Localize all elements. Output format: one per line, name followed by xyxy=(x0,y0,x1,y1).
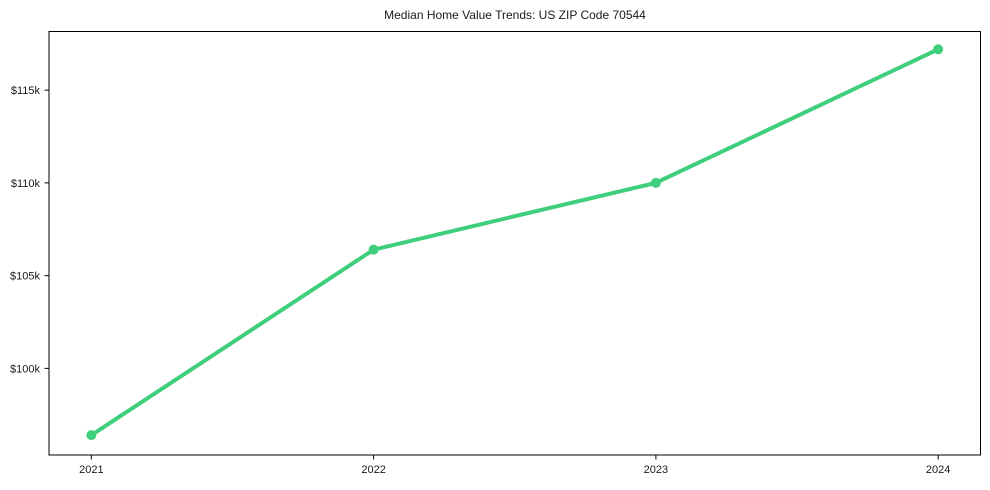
data-point xyxy=(368,244,379,255)
y-tick-label: $115k xyxy=(11,85,41,97)
data-point xyxy=(650,177,661,188)
x-tick-label: 2021 xyxy=(79,464,103,476)
data-point xyxy=(86,430,97,441)
y-tick-label: $105k xyxy=(10,271,40,283)
y-tick-label: $100k xyxy=(10,363,40,375)
x-tick-label: 2022 xyxy=(361,464,385,476)
y-tick-label: $110k xyxy=(11,178,41,190)
data-point xyxy=(933,44,944,55)
chart-title: Median Home Value Trends: US ZIP Code 70… xyxy=(384,8,646,22)
x-tick-label: 2023 xyxy=(644,464,668,476)
plot-border xyxy=(48,31,981,456)
series-line xyxy=(89,47,941,438)
x-tick-label: 2024 xyxy=(926,464,950,476)
